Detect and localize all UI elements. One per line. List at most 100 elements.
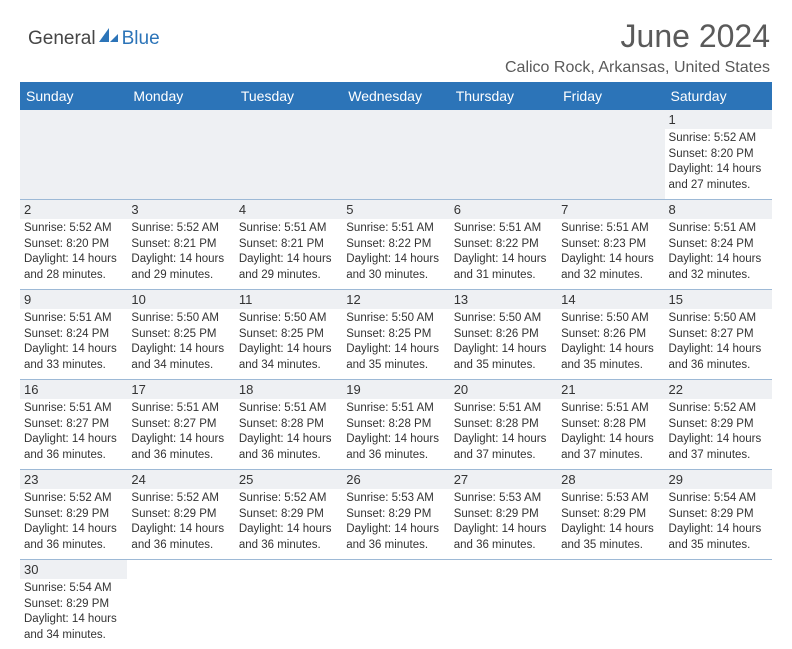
day-number: 28 [557,470,664,489]
day-details: Sunrise: 5:51 AMSunset: 8:22 PMDaylight:… [346,221,445,283]
day-details: Sunrise: 5:53 AMSunset: 8:29 PMDaylight:… [346,491,445,553]
calendar-cell: 28 Sunrise: 5:53 AMSunset: 8:29 PMDayligh… [557,470,664,560]
day-number: 1 [665,110,772,129]
calendar-cell: 30 Sunrise: 5:54 AMSunset: 8:29 PMDayligh… [20,560,127,649]
weekday-header: Friday [557,82,664,110]
calendar-cell: 8Sunrise: 5:51 AMSunset: 8:24 PMDaylight… [665,200,772,290]
calendar-cell: 27 Sunrise: 5:53 AMSunset: 8:29 PMDayligh… [450,470,557,560]
calendar-table: SundayMondayTuesdayWednesdayThursdayFrid… [20,82,772,649]
day-details: Sunrise: 5:51 AMSunset: 8:27 PMDaylight:… [24,401,123,463]
day-details: Sunrise: 5:51 AMSunset: 8:27 PMDaylight:… [131,401,230,463]
weekday-header: Sunday [20,82,127,110]
day-details: Sunrise: 5:53 AMSunset: 8:29 PMDaylight:… [561,491,660,553]
calendar-row: 1 Sunrise: 5:52 AMSunset: 8:20 PMDaylight… [20,110,772,200]
calendar-body: 1 Sunrise: 5:52 AMSunset: 8:20 PMDaylight… [20,110,772,649]
calendar-cell: 13 Sunrise: 5:50 AMSunset: 8:26 PMDayligh… [450,290,557,380]
day-number: 22 [665,380,772,399]
calendar-cell: 29Sunrise: 5:54 AMSunset: 8:29 PMDayligh… [665,470,772,560]
day-details: Sunrise: 5:52 AMSunset: 8:21 PMDaylight:… [131,221,230,283]
location: Calico Rock, Arkansas, United States [22,59,770,77]
calendar-cell: 5 Sunrise: 5:51 AMSunset: 8:22 PMDaylight… [342,200,449,290]
calendar-cell: 4 Sunrise: 5:51 AMSunset: 8:21 PMDaylight… [235,200,342,290]
day-number: 12 [342,290,449,309]
calendar-cell: 20 Sunrise: 5:51 AMSunset: 8:28 PMDayligh… [450,380,557,470]
day-details: Sunrise: 5:50 AMSunset: 8:27 PMDaylight:… [669,311,768,373]
day-details: Sunrise: 5:50 AMSunset: 8:26 PMDaylight:… [561,311,660,373]
day-number: 7 [557,200,664,219]
calendar-cell: 24Sunrise: 5:52 AMSunset: 8:29 PMDayligh… [127,470,234,560]
day-number: 14 [557,290,664,309]
calendar-cell-empty [20,110,127,200]
day-details: Sunrise: 5:51 AMSunset: 8:28 PMDaylight:… [346,401,445,463]
day-number: 2 [20,200,127,219]
day-details: Sunrise: 5:50 AMSunset: 8:25 PMDaylight:… [346,311,445,373]
calendar-cell-empty [665,560,772,649]
calendar-cell-empty [450,560,557,649]
calendar-cell-empty [557,560,664,649]
day-details: Sunrise: 5:50 AMSunset: 8:25 PMDaylight:… [239,311,338,373]
calendar-cell: 14 Sunrise: 5:50 AMSunset: 8:26 PMDayligh… [557,290,664,380]
day-number: 29 [665,470,772,489]
calendar-cell: 15Sunrise: 5:50 AMSunset: 8:27 PMDayligh… [665,290,772,380]
day-details: Sunrise: 5:51 AMSunset: 8:28 PMDaylight:… [454,401,553,463]
calendar-cell-empty [235,110,342,200]
day-details: Sunrise: 5:52 AMSunset: 8:20 PMDaylight:… [669,131,768,193]
day-details: Sunrise: 5:52 AMSunset: 8:29 PMDaylight:… [239,491,338,553]
sail-icon [98,26,120,44]
weekday-header: Saturday [665,82,772,110]
day-number: 23 [20,470,127,489]
day-number: 26 [342,470,449,489]
brand-logo: General Blue [28,26,160,50]
day-number: 3 [127,200,234,219]
weekday-header: Monday [127,82,234,110]
calendar-cell: 17 Sunrise: 5:51 AMSunset: 8:27 PMDayligh… [127,380,234,470]
day-number: 24 [127,470,234,489]
calendar-cell: 22 Sunrise: 5:52 AMSunset: 8:29 PMDayligh… [665,380,772,470]
calendar-cell: 19Sunrise: 5:51 AMSunset: 8:28 PMDayligh… [342,380,449,470]
day-number: 30 [20,560,127,579]
day-number: 5 [342,200,449,219]
brand-general: General [28,28,96,50]
day-number: 18 [235,380,342,399]
calendar-cell: 23Sunrise: 5:52 AMSunset: 8:29 PMDayligh… [20,470,127,560]
calendar-cell-empty [127,560,234,649]
calendar-cell: 7Sunrise: 5:51 AMSunset: 8:23 PMDaylight… [557,200,664,290]
calendar-cell-empty [450,110,557,200]
calendar-cell: 18 Sunrise: 5:51 AMSunset: 8:28 PMDayligh… [235,380,342,470]
day-number: 17 [127,380,234,399]
calendar-row: 23 Sunrise: 5:52 AMSunset: 8:29 PMDayligh… [20,470,772,560]
calendar-row: 30 Sunrise: 5:54 AMSunset: 8:29 PMDayligh… [20,560,772,649]
calendar-cell-empty [342,560,449,649]
day-number: 27 [450,470,557,489]
calendar-cell: 12 Sunrise: 5:50 AMSunset: 8:25 PMDayligh… [342,290,449,380]
calendar-cell: 9Sunrise: 5:51 AMSunset: 8:24 PMDaylight… [20,290,127,380]
weekday-header: Wednesday [342,82,449,110]
weekday-header: Thursday [450,82,557,110]
day-details: Sunrise: 5:50 AMSunset: 8:26 PMDaylight:… [454,311,553,373]
calendar-cell: 6 Sunrise: 5:51 AMSunset: 8:22 PMDaylight… [450,200,557,290]
calendar-cell: 2Sunrise: 5:52 AMSunset: 8:20 PMDaylight… [20,200,127,290]
calendar-cell-empty [127,110,234,200]
calendar-row: 16Sunrise: 5:51 AMSunset: 8:27 PMDayligh… [20,380,772,470]
day-number: 20 [450,380,557,399]
day-details: Sunrise: 5:50 AMSunset: 8:25 PMDaylight:… [131,311,230,373]
calendar-head: SundayMondayTuesdayWednesdayThursdayFrid… [20,82,772,110]
calendar-cell: 3 Sunrise: 5:52 AMSunset: 8:21 PMDaylight… [127,200,234,290]
calendar-cell: 16 Sunrise: 5:51 AMSunset: 8:27 PMDayligh… [20,380,127,470]
day-details: Sunrise: 5:53 AMSunset: 8:29 PMDaylight:… [454,491,553,553]
day-number: 13 [450,290,557,309]
calendar-cell: 21Sunrise: 5:51 AMSunset: 8:28 PMDayligh… [557,380,664,470]
day-number: 6 [450,200,557,219]
day-number: 4 [235,200,342,219]
day-number: 16 [20,380,127,399]
calendar-cell-empty [342,110,449,200]
calendar-cell-empty [235,560,342,649]
day-details: Sunrise: 5:54 AMSunset: 8:29 PMDaylight:… [24,581,123,643]
header: General Blue June 2024 Calico Rock, Arka… [0,0,792,78]
day-details: Sunrise: 5:51 AMSunset: 8:28 PMDaylight:… [239,401,338,463]
day-details: Sunrise: 5:51 AMSunset: 8:22 PMDaylight:… [454,221,553,283]
weekday-header: Tuesday [235,82,342,110]
day-details: Sunrise: 5:52 AMSunset: 8:29 PMDaylight:… [669,401,768,463]
day-details: Sunrise: 5:51 AMSunset: 8:21 PMDaylight:… [239,221,338,283]
day-details: Sunrise: 5:51 AMSunset: 8:24 PMDaylight:… [669,221,768,283]
